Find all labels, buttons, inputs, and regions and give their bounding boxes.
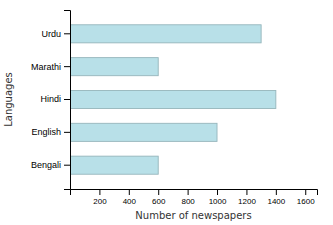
y-tick-label: Hindi	[40, 94, 61, 104]
x-tick-mark	[246, 189, 247, 195]
x-tick-mark	[276, 189, 277, 195]
y-tick-mark	[64, 99, 70, 100]
x-tick-mark	[129, 189, 130, 195]
bar	[70, 123, 217, 141]
x-tick-mark	[217, 189, 218, 195]
y-tick: Marathi	[31, 62, 70, 72]
x-tick-label: 1400	[267, 197, 285, 206]
x-tick-label: 600	[152, 197, 166, 206]
y-tick-label: English	[31, 127, 61, 137]
x-tick-label: 1200	[238, 197, 256, 206]
x-tick-label: 800	[181, 197, 195, 206]
x-tick: 400	[123, 189, 137, 206]
y-tick-label: Urdu	[41, 29, 61, 39]
x-tick-mark	[305, 189, 306, 195]
bar	[70, 58, 158, 76]
bars	[70, 25, 276, 174]
x-tick-label: 1000	[209, 197, 227, 206]
bar	[70, 25, 261, 43]
y-tick: English	[31, 127, 70, 137]
y-tick: Hindi	[40, 94, 70, 104]
x-tick-label: 1600	[297, 197, 315, 206]
x-tick: 200	[93, 189, 107, 206]
bar	[70, 90, 276, 108]
x-tick: 1600	[297, 189, 315, 206]
x-tick-label: 400	[123, 197, 137, 206]
y-tick: Urdu	[41, 29, 70, 39]
y-axis: Urdu Marathi Hindi English Bengali	[31, 11, 71, 190]
plot: 200 400 600 800 1000 1200 1400 1600 Urdu Marathi H…	[31, 11, 318, 206]
chart: 200 400 600 800 1000 1200 1400 1600 Urdu Marathi H…	[0, 0, 333, 225]
y-tick-mark	[64, 66, 70, 67]
x-axis-line	[71, 190, 318, 196]
x-axis: 200 400 600 800 1000 1200 1400 1600	[71, 189, 318, 206]
bar	[70, 156, 158, 174]
y-axis-line	[64, 11, 71, 190]
y-axis-title: Languages	[3, 72, 14, 127]
y-tick-label: Marathi	[31, 62, 61, 72]
y-tick-mark	[64, 132, 70, 133]
x-tick-mark	[188, 189, 189, 195]
x-tick: 800	[181, 189, 195, 206]
y-tick: Bengali	[31, 160, 70, 170]
x-axis-title: Number of newspapers	[135, 210, 251, 221]
x-tick: 1200	[238, 189, 256, 206]
y-tick-label: Bengali	[31, 160, 61, 170]
x-tick: 1400	[267, 189, 285, 206]
x-tick-label: 200	[93, 197, 107, 206]
x-tick: 600	[152, 189, 166, 206]
y-tick-mark	[64, 33, 70, 34]
x-tick-mark	[99, 189, 100, 195]
x-tick: 1000	[209, 189, 227, 206]
y-tick-mark	[64, 165, 70, 166]
x-tick-mark	[158, 189, 159, 195]
